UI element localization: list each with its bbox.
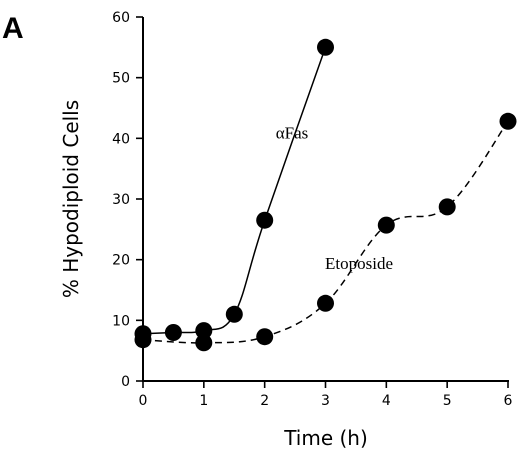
x-tick-label: 1 [199, 393, 208, 409]
x-tick-label: 0 [139, 393, 148, 409]
fas-data-point [195, 322, 213, 340]
etoposide-data-point [134, 331, 152, 349]
y-tick-label: 50 [112, 71, 130, 87]
y-tick-label: 10 [112, 313, 130, 329]
x-tick-label: 3 [321, 393, 330, 409]
fas-series-line [142, 47, 327, 335]
line-chart: 0 10 20 30 40 50 60 0 1 2 3 4 5 6 αFas Etoposide Time… [59, 10, 517, 450]
etoposide-data-point [377, 216, 395, 234]
x-axis-ticks: 0 1 2 3 4 5 6 [139, 381, 513, 409]
y-axis-title: % Hypodiploid Cells [59, 100, 83, 298]
y-tick-label: 20 [112, 253, 130, 269]
fas-data-point [256, 211, 274, 229]
fas-data-point [225, 305, 243, 323]
fas-series-label: αFas [276, 123, 309, 142]
x-tick-label: 4 [382, 393, 391, 409]
x-tick-label: 6 [504, 393, 513, 409]
x-axis-title: Time (h) [283, 426, 368, 450]
etoposide-data-point [317, 294, 334, 312]
etoposide-data-point [195, 334, 213, 352]
etoposide-data-point [438, 198, 456, 216]
series-labels: αFas Etoposide [276, 123, 393, 272]
etoposide-data-point [256, 328, 274, 346]
etoposide-data-point [499, 112, 517, 130]
x-tick-label: 5 [443, 393, 452, 409]
x-tick-label: 2 [260, 393, 269, 409]
etoposide-series-label: Etoposide [325, 254, 393, 273]
y-axis-ticks: 0 10 20 30 40 50 60 [112, 10, 143, 390]
series-points [134, 38, 517, 352]
fas-data-point [164, 324, 182, 341]
y-tick-label: 0 [121, 374, 130, 390]
fas-data-point [317, 38, 334, 56]
panel-label: A [2, 12, 24, 45]
y-tick-label: 30 [112, 192, 130, 208]
y-tick-label: 60 [112, 10, 130, 26]
y-tick-label: 40 [112, 131, 130, 147]
